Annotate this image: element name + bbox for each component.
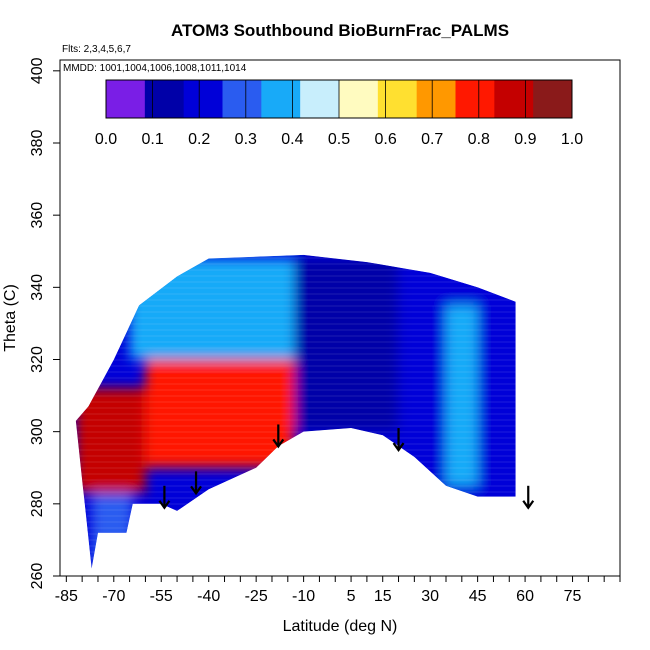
y-tick-label: 300 — [29, 418, 46, 445]
x-tick-label: -25 — [245, 588, 268, 605]
arrow-layer — [158, 424, 535, 510]
colorbar-tick-label: 0.0 — [95, 131, 117, 148]
colorbar-tick-label: 0.8 — [468, 131, 490, 148]
colorbar-tick-label: 0.1 — [141, 131, 163, 148]
x-tick-label: -70 — [102, 588, 125, 605]
colorbar-tick-label: 1.0 — [561, 131, 583, 148]
x-tick-label: 75 — [564, 588, 582, 605]
arrow-marker — [158, 485, 171, 510]
colorbar-tick-label: 0.5 — [328, 131, 350, 148]
chart-title: ATOM3 Southbound BioBurnFrac_PALMS — [171, 21, 509, 40]
colorbar-tick-label: 0.7 — [421, 131, 443, 148]
colorbar-swatch — [300, 80, 340, 118]
y-tick-label: 400 — [29, 57, 46, 84]
colorbar-swatch — [455, 80, 495, 118]
x-axis: -85 -70 -55 -40 -25 -10 5 15 30 45 60 75 — [55, 576, 621, 605]
field-region-northern-light-band — [445, 305, 478, 486]
x-tick-label: -85 — [55, 588, 78, 605]
colorbar-swatch — [494, 80, 534, 118]
x-tick-label: -55 — [150, 588, 173, 605]
field-region-tropics-low — [294, 258, 399, 432]
colorbar-swatch — [222, 80, 262, 118]
y-tick-label: 340 — [29, 274, 46, 301]
y-axis-label: Theta (C) — [2, 284, 19, 352]
colorbar-swatch — [261, 80, 301, 118]
x-tick-label: -40 — [197, 588, 220, 605]
flights-subtitle: Flts: 2,3,4,5,6,7 — [62, 44, 131, 55]
dates-subtitle: MMDD: 1001,1004,1006,1008,1011,1014 — [63, 63, 247, 74]
y-axis: 260 280 300 320 340 360 380 400 — [29, 57, 60, 589]
colorbar-swatch — [144, 80, 185, 118]
colorbar-tick-label: 0.6 — [374, 131, 396, 148]
y-tick-label: 320 — [29, 346, 46, 373]
x-tick-label: -10 — [292, 588, 315, 605]
y-tick-label: 260 — [29, 563, 46, 590]
x-tick-label: 60 — [516, 588, 534, 605]
arrow-marker — [522, 485, 535, 510]
colorbar: 0.0 0.1 0.2 0.3 0.4 0.5 0.6 0.7 0.8 0.9 1.0 — [95, 79, 583, 148]
field-region-southern-upper-transition — [129, 258, 295, 360]
x-tick-label: 45 — [469, 588, 487, 605]
arrow-marker — [190, 471, 202, 496]
colorbar-swatch — [183, 80, 223, 118]
arrow-marker — [272, 424, 285, 449]
colorbar-tick-label: 0.3 — [235, 131, 257, 148]
colorbar-swatch — [106, 80, 146, 118]
field-region-southern-high-lat-burn — [75, 388, 146, 494]
y-tick-label: 280 — [29, 490, 46, 517]
y-tick-label: 380 — [29, 130, 46, 157]
colorbar-swatch — [416, 80, 456, 118]
colorbar-tick-label: 0.2 — [188, 131, 210, 148]
arrow-marker — [392, 428, 405, 452]
x-tick-label: 15 — [374, 588, 392, 605]
colorbar-swatch — [377, 80, 418, 118]
x-tick-label: 30 — [421, 588, 439, 605]
field-layer — [75, 254, 516, 569]
x-tick-label: 5 — [347, 588, 356, 605]
colorbar-swatch — [533, 80, 573, 118]
x-axis-label: Latitude (deg N) — [283, 618, 398, 635]
colorbar-swatch — [339, 80, 379, 118]
colorbar-tick-label: 0.9 — [514, 131, 536, 148]
y-tick-label: 360 — [29, 202, 46, 229]
plot-frame — [59, 59, 621, 577]
colorbar-tick-label: 0.4 — [281, 131, 303, 148]
